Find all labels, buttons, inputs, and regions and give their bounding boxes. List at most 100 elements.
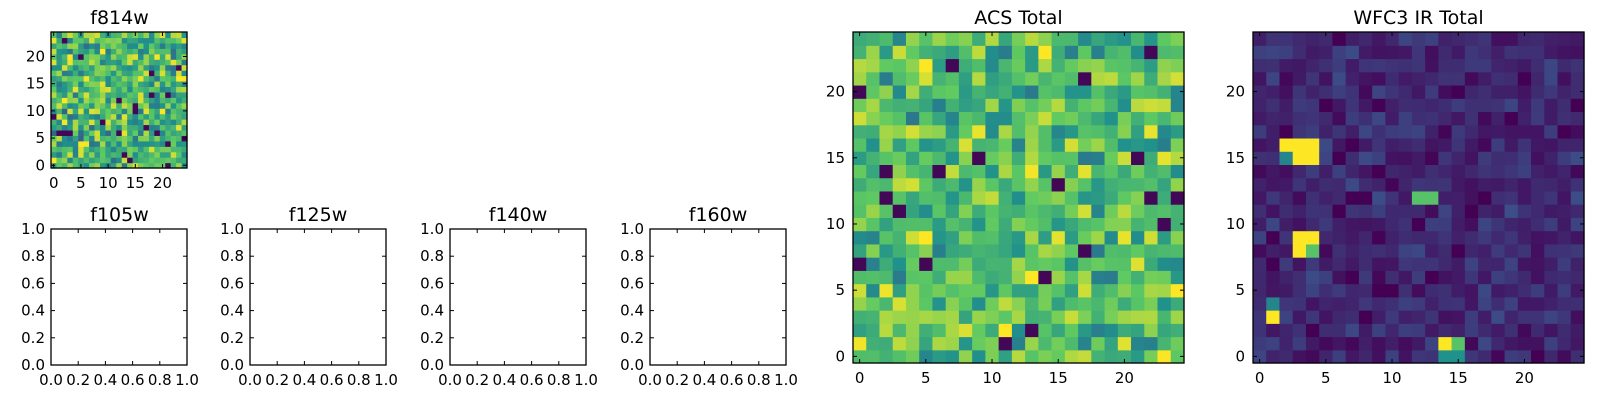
heatmap-cell xyxy=(945,190,960,205)
heatmap-cell xyxy=(932,32,947,46)
heatmap-cell xyxy=(1464,177,1479,192)
heatmap-cell xyxy=(1517,164,1532,179)
heatmap-cell xyxy=(1385,190,1400,205)
heatmap-cell xyxy=(905,283,920,298)
heatmap-cell xyxy=(89,135,96,142)
heatmap-cell xyxy=(154,64,161,71)
heatmap-cell xyxy=(1425,336,1439,351)
heatmap-cell xyxy=(1544,349,1559,364)
heatmap-cell xyxy=(1038,243,1053,258)
heatmap-cell xyxy=(99,86,106,93)
heatmap-cell xyxy=(853,177,867,192)
heatmap-cell xyxy=(56,80,63,87)
heatmap-cell xyxy=(1078,204,1092,218)
heatmap-cell xyxy=(866,137,881,152)
heatmap-cell xyxy=(1438,190,1453,205)
heatmap-cell xyxy=(105,59,112,66)
heatmap-cell xyxy=(945,243,960,258)
heatmap-cell xyxy=(1253,71,1267,86)
heatmap-cell xyxy=(1451,217,1466,232)
heatmap-cell xyxy=(1398,111,1413,126)
heatmap-cell xyxy=(1157,164,1172,179)
heatmap-cell xyxy=(1078,124,1092,139)
heatmap-cell xyxy=(998,243,1013,258)
heatmap-cell xyxy=(919,283,934,298)
x-tick-label: 5 xyxy=(1321,369,1331,387)
heatmap-cell xyxy=(1345,323,1360,338)
heatmap-cell xyxy=(1531,217,1545,232)
heatmap-cell xyxy=(1438,257,1453,271)
heatmap-cell xyxy=(1411,71,1426,86)
heatmap-cell xyxy=(1451,137,1466,152)
heatmap-cell xyxy=(1144,323,1159,338)
heatmap-cell xyxy=(1425,323,1439,338)
heatmap-cell xyxy=(1038,84,1053,99)
heatmap-cell xyxy=(121,151,128,158)
heatmap-cell xyxy=(56,42,63,49)
y-tick-label: 0.6 xyxy=(21,274,45,292)
heatmap-cell xyxy=(905,124,920,139)
heatmap-cell xyxy=(56,124,63,131)
heatmap-cell xyxy=(945,270,960,285)
heatmap-cell xyxy=(1464,151,1479,165)
heatmap-cell xyxy=(1517,230,1532,245)
heatmap-cell xyxy=(1078,111,1092,126)
heatmap-cell xyxy=(181,42,188,49)
heatmap-cell xyxy=(56,64,63,71)
heatmap-cell xyxy=(1372,71,1386,86)
heatmap-cell xyxy=(1144,296,1159,311)
heatmap-cell xyxy=(138,42,145,49)
heatmap-cell xyxy=(1117,323,1132,338)
heatmap-cell xyxy=(1557,217,1572,232)
heatmap-cell xyxy=(1078,84,1092,99)
heatmap-cell xyxy=(1531,164,1545,179)
heatmap-cell xyxy=(89,80,96,87)
heatmap-cell xyxy=(905,151,920,165)
heatmap-cell xyxy=(1292,84,1307,99)
heatmap-cell xyxy=(1557,164,1572,179)
heatmap-cell xyxy=(116,146,123,153)
heatmap-cell xyxy=(1557,151,1572,165)
heatmap-cell xyxy=(1451,323,1466,338)
heatmap-cell xyxy=(78,102,85,109)
heatmap-cell xyxy=(67,59,74,66)
heatmap-cell xyxy=(1144,177,1159,192)
heatmap-cell xyxy=(866,204,881,218)
heatmap-cell xyxy=(89,37,96,44)
heatmap-cell xyxy=(138,108,145,115)
heatmap-cell xyxy=(138,53,145,60)
heatmap-cell xyxy=(165,162,172,169)
heatmap-cell xyxy=(83,80,90,87)
heatmap-cell xyxy=(148,135,155,142)
heatmap-cell xyxy=(892,164,907,179)
heatmap-cell xyxy=(1438,296,1453,311)
heatmap-cell xyxy=(1504,71,1519,86)
heatmap-cell xyxy=(154,80,161,87)
heatmap-cell xyxy=(985,243,1000,258)
heatmap-cell xyxy=(1131,349,1145,364)
heatmap-cell xyxy=(1451,58,1466,73)
heatmap-cell xyxy=(1170,124,1185,139)
heatmap-cell xyxy=(1358,98,1373,113)
heatmap-cell xyxy=(1531,58,1545,73)
heatmap-cell xyxy=(1319,58,1334,73)
heatmap-cell xyxy=(1398,164,1413,179)
heatmap-cell xyxy=(1011,296,1026,311)
heatmap-cell xyxy=(138,135,145,142)
x-tick-label: 1.0 xyxy=(774,371,798,389)
y-tick-label: 0 xyxy=(35,156,45,174)
heatmap-cell xyxy=(116,32,123,39)
heatmap-cell xyxy=(1570,243,1585,258)
heatmap-cell xyxy=(159,97,166,104)
heatmap-cell xyxy=(1398,296,1413,311)
heatmap-cell xyxy=(1170,323,1185,338)
heatmap-cell xyxy=(99,53,106,60)
heatmap-cell xyxy=(958,257,973,271)
heatmap-cell xyxy=(1372,111,1386,126)
heatmap-cell xyxy=(1385,270,1400,285)
y-tick-label: 0.2 xyxy=(220,329,244,347)
heatmap-cell xyxy=(1305,336,1320,351)
heatmap-cell xyxy=(105,48,112,55)
heatmap-cell xyxy=(945,124,960,139)
heatmap-cell xyxy=(56,151,63,158)
